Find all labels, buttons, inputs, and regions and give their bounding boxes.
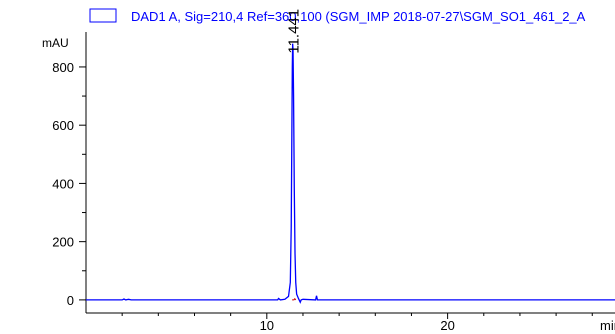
series-line-2 [292,297,297,301]
y-tick-label: 800 [52,60,74,75]
y-ticks: 0 200 400 600 800 [52,60,86,308]
peak-labels: 11.441 [286,9,303,54]
y-tick-label: 400 [52,176,74,191]
x-tick-label: 10 [260,318,274,333]
series-line-1 [86,43,615,304]
legend-swatch [89,8,117,23]
y-tick-label: 600 [52,118,74,133]
legend-label: DAD1 A, Sig=210,4 Ref=360,100 (SGM_IMP 2… [131,9,586,24]
x-axis-unit: min [600,318,615,333]
y-tick-label: 200 [52,235,74,250]
legend: DAD1 A, Sig=210,4 Ref=360,100 (SGM_IMP 2… [89,8,586,24]
series-layer [86,43,615,304]
y-tick-label: 0 [67,293,74,308]
y-axis-unit: mAU [42,36,69,50]
peak-retention-label: 11.441 [286,9,303,54]
x-ticks: 10 20 [121,313,593,333]
x-tick-label: 20 [440,318,454,333]
